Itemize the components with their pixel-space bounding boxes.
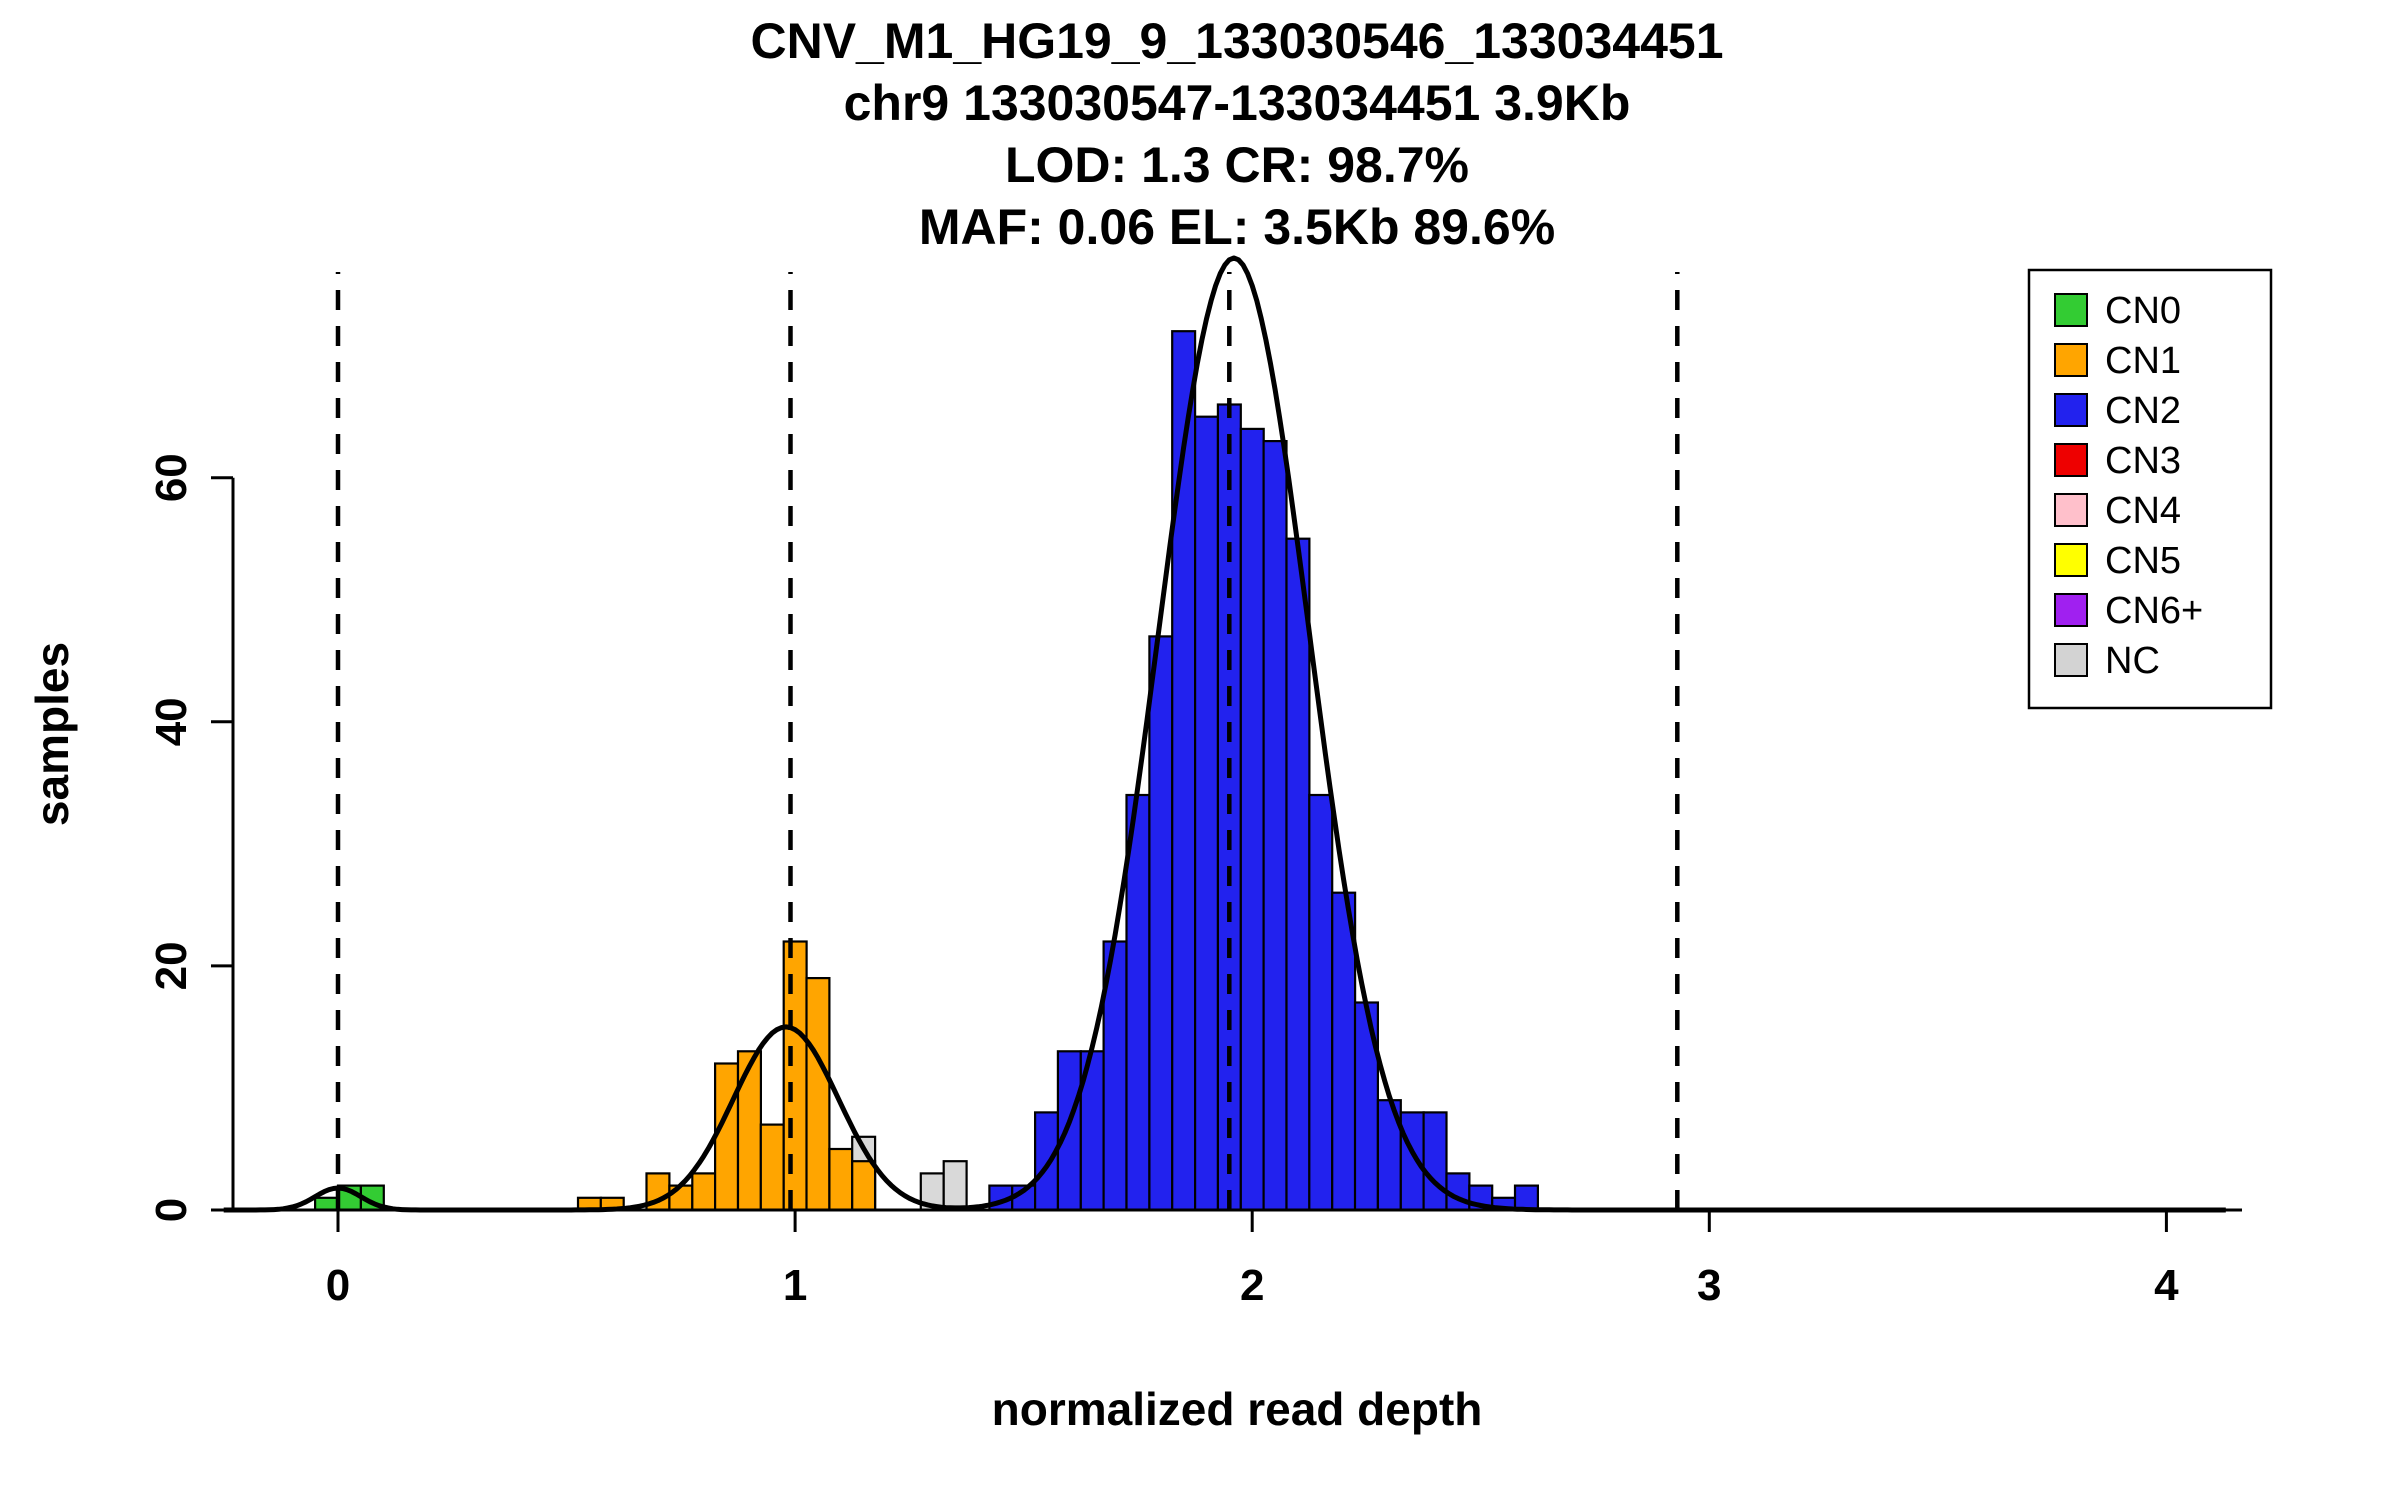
y-tick-label: 0 (147, 1198, 196, 1222)
y-tick-label: 40 (147, 697, 196, 746)
histogram-bar (805, 976, 831, 1212)
histogram-bar (1262, 440, 1288, 1212)
histogram-bar (1056, 1050, 1082, 1212)
legend-label: CN2 (2105, 390, 2181, 432)
histogram-bar (1193, 415, 1220, 1212)
legend-label: NC (2105, 640, 2160, 682)
histogram-bar (828, 1147, 854, 1212)
chart-title-line-2: chr9 133030547-133034451 3.9Kb (843, 75, 1631, 131)
legend-swatch (2054, 593, 2088, 627)
histogram-bar (314, 1196, 340, 1212)
histogram-bar (1513, 1184, 1539, 1212)
x-tick-label: 1 (783, 1261, 807, 1310)
y-axis-label: samples (26, 641, 78, 827)
x-tick-label: 4 (2154, 1261, 2179, 1310)
histogram-bar (1422, 1111, 1448, 1212)
x-tick-label: 0 (326, 1261, 350, 1310)
histogram-bar (1308, 793, 1334, 1212)
chart-title-line-3: LOD: 1.3 CR: 98.7% (1004, 137, 1469, 193)
y-tick-label: 60 (147, 453, 196, 502)
histogram-bar (942, 1160, 968, 1212)
histogram-bar (1033, 1111, 1060, 1212)
histogram-bar (759, 1123, 785, 1212)
histogram-bar (713, 1062, 740, 1212)
legend-swatch (2054, 343, 2088, 377)
histogram-bar (782, 940, 808, 1212)
x-axis-label: normalized read depth (991, 1383, 1483, 1435)
legend-label: CN0 (2105, 290, 2181, 332)
legend-swatch (2054, 393, 2088, 427)
histogram-bar (1239, 427, 1265, 1212)
x-tick-label: 2 (1240, 1261, 1264, 1310)
histogram-bar (736, 1050, 762, 1212)
legend-swatch (2054, 643, 2088, 677)
legend-label: CN1 (2105, 340, 2181, 382)
chart-title-line-4: MAF: 0.06 EL: 3.5Kb 89.6% (918, 199, 1556, 255)
legend-swatch (2054, 443, 2088, 477)
legend-swatch (2054, 293, 2088, 327)
legend-label: CN4 (2105, 490, 2181, 532)
legend-label: CN6+ (2105, 590, 2203, 632)
histogram-bar (691, 1172, 717, 1212)
chart-title-block: CNV_M1_HG19_9_133030546_133034451 chr9 1… (0, 10, 2400, 258)
legend-swatch (2054, 543, 2088, 577)
histogram-bar (1285, 537, 1311, 1212)
legend-label: CN3 (2105, 440, 2181, 482)
histogram-bar (1148, 635, 1174, 1212)
histogram-bar (851, 1160, 877, 1212)
chart-title-line-1: CNV_M1_HG19_9_133030546_133034451 (750, 13, 1724, 69)
legend-swatch (2054, 493, 2088, 527)
y-tick-label: 20 (147, 941, 196, 990)
legend-label: CN5 (2105, 540, 2181, 582)
x-tick-label: 3 (1697, 1261, 1721, 1310)
